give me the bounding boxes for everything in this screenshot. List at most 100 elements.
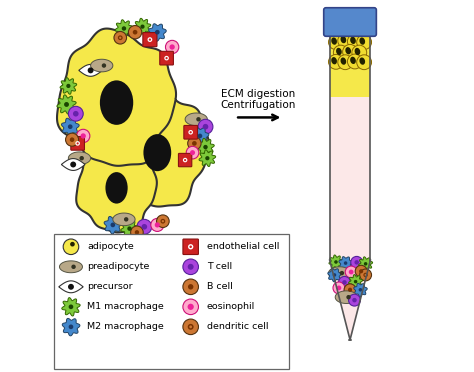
Circle shape <box>165 57 168 59</box>
Circle shape <box>70 137 74 142</box>
Circle shape <box>122 26 126 31</box>
Circle shape <box>340 271 344 275</box>
Ellipse shape <box>144 134 171 171</box>
Circle shape <box>203 145 208 149</box>
Circle shape <box>80 156 84 160</box>
Text: T cell: T cell <box>207 262 232 271</box>
Circle shape <box>360 269 372 281</box>
Circle shape <box>69 324 73 329</box>
Ellipse shape <box>350 37 356 44</box>
Ellipse shape <box>359 38 365 45</box>
Polygon shape <box>339 257 352 270</box>
Polygon shape <box>68 152 91 164</box>
Polygon shape <box>328 267 351 279</box>
FancyBboxPatch shape <box>71 137 84 150</box>
Circle shape <box>198 119 213 134</box>
Circle shape <box>351 256 363 268</box>
Polygon shape <box>113 213 135 226</box>
Polygon shape <box>134 18 151 35</box>
Circle shape <box>128 26 142 39</box>
Circle shape <box>147 37 152 42</box>
Polygon shape <box>62 318 80 336</box>
Polygon shape <box>335 291 357 304</box>
Polygon shape <box>348 275 363 289</box>
Polygon shape <box>57 95 76 114</box>
Circle shape <box>344 284 356 296</box>
Circle shape <box>149 38 151 41</box>
Circle shape <box>133 30 137 35</box>
Circle shape <box>192 141 197 146</box>
Text: preadipocyte: preadipocyte <box>87 262 150 271</box>
Circle shape <box>348 288 352 292</box>
Polygon shape <box>91 59 113 72</box>
Ellipse shape <box>331 38 337 45</box>
Ellipse shape <box>350 57 356 64</box>
Polygon shape <box>199 150 216 167</box>
Circle shape <box>66 84 71 88</box>
Text: adipocyte: adipocyte <box>87 242 134 251</box>
Text: M1 macrophage: M1 macrophage <box>87 302 164 311</box>
Circle shape <box>354 280 357 283</box>
Circle shape <box>119 36 121 39</box>
Circle shape <box>183 158 187 162</box>
Circle shape <box>81 133 86 139</box>
Circle shape <box>118 35 123 40</box>
Circle shape <box>63 239 79 254</box>
Circle shape <box>102 63 106 68</box>
Circle shape <box>357 55 372 70</box>
Polygon shape <box>57 29 176 166</box>
Circle shape <box>359 288 362 292</box>
Circle shape <box>349 270 354 275</box>
Ellipse shape <box>331 57 337 64</box>
Circle shape <box>68 124 73 129</box>
Text: Centrifugation: Centrifugation <box>221 100 296 110</box>
Circle shape <box>188 324 194 330</box>
Circle shape <box>345 266 357 278</box>
Circle shape <box>188 304 194 310</box>
FancyBboxPatch shape <box>143 33 157 46</box>
Polygon shape <box>106 89 209 206</box>
Circle shape <box>155 30 160 35</box>
Circle shape <box>342 280 346 285</box>
Circle shape <box>337 286 341 290</box>
Ellipse shape <box>359 57 365 65</box>
FancyBboxPatch shape <box>54 234 289 369</box>
Circle shape <box>128 227 132 231</box>
Circle shape <box>183 259 199 275</box>
Circle shape <box>188 130 193 135</box>
Circle shape <box>334 260 338 264</box>
Polygon shape <box>185 113 207 126</box>
Circle shape <box>64 102 69 107</box>
Circle shape <box>364 273 368 277</box>
Circle shape <box>68 284 74 290</box>
Circle shape <box>196 117 201 122</box>
Circle shape <box>190 246 192 248</box>
Polygon shape <box>197 138 214 156</box>
Circle shape <box>69 305 73 309</box>
Circle shape <box>76 142 79 144</box>
Circle shape <box>203 124 208 129</box>
Circle shape <box>338 55 353 70</box>
Circle shape <box>328 35 343 49</box>
Polygon shape <box>104 217 122 234</box>
Circle shape <box>184 159 186 161</box>
Ellipse shape <box>100 80 133 125</box>
Polygon shape <box>79 64 102 76</box>
Circle shape <box>142 224 147 230</box>
Circle shape <box>151 218 164 231</box>
Text: dendritic cell: dendritic cell <box>207 322 268 331</box>
Circle shape <box>338 33 353 48</box>
Circle shape <box>71 264 76 269</box>
Polygon shape <box>60 78 77 94</box>
Circle shape <box>188 264 194 270</box>
Polygon shape <box>329 260 370 340</box>
Circle shape <box>140 25 145 29</box>
Circle shape <box>347 54 362 69</box>
Circle shape <box>357 35 372 49</box>
Polygon shape <box>354 283 367 296</box>
Polygon shape <box>191 128 209 145</box>
Ellipse shape <box>355 48 360 55</box>
Ellipse shape <box>340 36 346 43</box>
Circle shape <box>65 133 79 146</box>
Circle shape <box>186 146 199 159</box>
